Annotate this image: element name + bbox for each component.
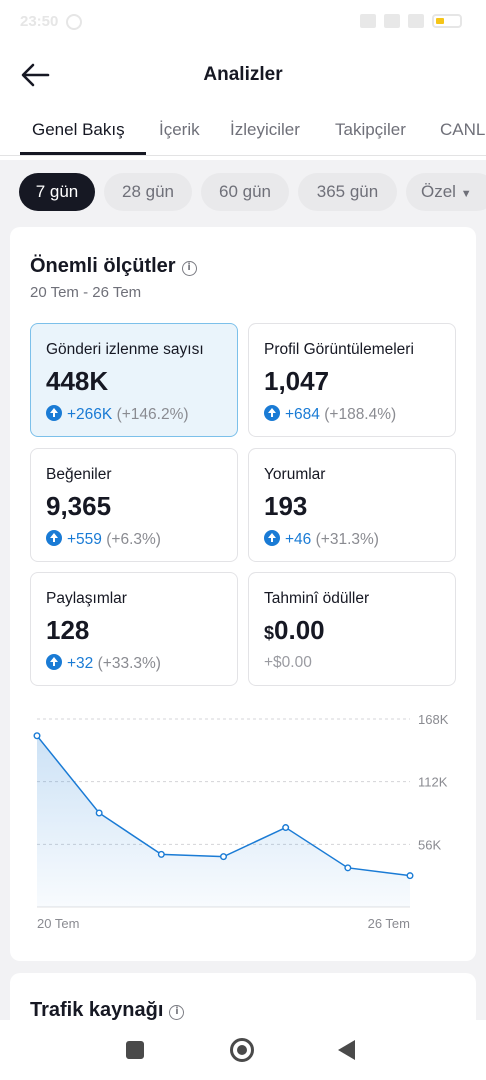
battery-icon — [432, 14, 462, 28]
metric-label: Tahminî ödüller — [264, 590, 370, 607]
active-tab-indicator — [20, 152, 146, 155]
period-chip-60[interactable]: 60 gün — [201, 173, 289, 211]
wifi-icon — [384, 14, 400, 28]
date-range: 20 Tem - 26 Tem — [30, 284, 142, 301]
metric-label: Paylaşımlar — [46, 590, 127, 607]
mute-icon — [360, 14, 376, 28]
traffic-source-title-text: Trafik kaynağı — [30, 999, 164, 1021]
metric-value: 193 — [264, 491, 308, 521]
delta-abs: +559 — [67, 531, 102, 548]
metric-label: Yorumlar — [264, 466, 326, 483]
delta-pct: (+33.3%) — [97, 655, 161, 672]
analytics-tabs: Genel Bakış İçerik İzleyiciler Takipçile… — [0, 112, 486, 156]
delta-abs: +46 — [285, 531, 312, 548]
tab-live[interactable]: CANLI — [440, 120, 486, 139]
metric-delta: +684 (+188.4%) — [264, 405, 396, 424]
metric-delta: +266K (+146.2%) — [46, 405, 189, 424]
key-metrics-title: Önemli ölçütler i — [30, 255, 197, 278]
delta-abs: +32 — [67, 655, 94, 672]
metric-value: 1,047 — [264, 366, 330, 396]
data-point — [344, 864, 352, 872]
period-chip-28[interactable]: 28 gün — [104, 173, 192, 211]
metric-comments[interactable]: Yorumlar 193 +46 (+31.3%) — [248, 448, 456, 562]
metric-delta: +32 (+33.3%) — [46, 654, 161, 673]
metric-label: Beğeniler — [46, 466, 112, 483]
app-header: Analizler — [0, 50, 486, 100]
metric-likes[interactable]: Beğeniler 9,365 +559 (+6.3%) — [30, 448, 238, 562]
metric-label: Profil Görüntülemeleri — [264, 341, 414, 358]
metric-value: 448K — [46, 366, 109, 396]
tab-content[interactable]: İçerik — [159, 120, 200, 139]
data-point — [33, 732, 41, 740]
metric-delta: +$0.00 — [264, 654, 312, 672]
metric-estimated-rewards[interactable]: Tahminî ödüller $0.00 +$0.00 — [248, 572, 456, 686]
info-icon[interactable]: i — [169, 1005, 185, 1020]
x-tick-label: 20 Tem — [37, 916, 79, 931]
period-chip-custom-label: Özel — [421, 182, 456, 201]
notification-icon — [66, 14, 82, 30]
info-icon[interactable]: i — [181, 261, 197, 276]
tab-viewers[interactable]: İzleyiciler — [230, 120, 300, 139]
metric-post-views[interactable]: Gönderi izlenme sayısı 448K +266K (+146.… — [30, 323, 238, 437]
traffic-source-title: Trafik kaynağı i — [30, 999, 185, 1022]
status-bar: 23:50 — [0, 0, 486, 44]
delta-abs: +$0.00 — [264, 654, 312, 671]
arrow-up-icon — [264, 530, 280, 546]
status-icons — [360, 14, 462, 28]
delta-pct: (+146.2%) — [116, 406, 189, 423]
arrow-up-icon — [264, 405, 280, 421]
delta-abs: +266K — [67, 406, 113, 423]
back-icon[interactable] — [338, 1040, 355, 1060]
y-tick-label: 112K — [418, 775, 448, 790]
metric-profile-views[interactable]: Profil Görüntülemeleri 1,047 +684 (+188.… — [248, 323, 456, 437]
series-area — [37, 735, 410, 907]
arrow-up-icon — [46, 654, 62, 670]
metric-value: $0.00 — [264, 615, 325, 646]
tab-overview[interactable]: Genel Bakış — [32, 120, 125, 139]
tab-followers[interactable]: Takipçiler — [335, 120, 406, 139]
key-metrics-title-text: Önemli ölçütler — [30, 255, 176, 277]
metric-value-number: 0.00 — [274, 615, 325, 645]
system-nav-bar — [0, 1020, 486, 1080]
metric-delta: +46 (+31.3%) — [264, 530, 379, 549]
data-point — [219, 853, 227, 861]
period-filter: 7 gün 28 gün 60 gün 365 gün Özel ▼ — [0, 173, 486, 213]
arrow-up-icon — [46, 405, 62, 421]
arrow-up-icon — [46, 530, 62, 546]
delta-abs: +684 — [285, 406, 320, 423]
period-chip-365[interactable]: 365 gün — [298, 173, 397, 211]
delta-pct: (+188.4%) — [324, 406, 397, 423]
y-tick-label: 56K — [418, 837, 441, 852]
delta-pct: (+6.3%) — [106, 531, 161, 548]
signal-icon — [408, 14, 424, 28]
caret-down-icon: ▼ — [460, 188, 472, 200]
metric-value: 128 — [46, 615, 90, 645]
metric-delta: +559 (+6.3%) — [46, 530, 161, 549]
metric-shares[interactable]: Paylaşımlar 128 +32 (+33.3%) — [30, 572, 238, 686]
views-chart: 56K 112K 168K 20 Tem 26 Tem — [33, 712, 449, 931]
x-tick-label: 26 Tem — [368, 916, 410, 931]
back-arrow-icon[interactable] — [18, 60, 52, 90]
recent-apps-icon[interactable] — [126, 1041, 144, 1059]
period-chip-custom[interactable]: Özel ▼ — [406, 173, 486, 211]
y-tick-label: 168K — [418, 712, 449, 727]
data-point — [157, 850, 165, 858]
data-point — [406, 872, 414, 880]
data-point — [95, 809, 103, 817]
data-point — [282, 824, 290, 832]
metric-label: Gönderi izlenme sayısı — [46, 341, 204, 358]
key-metrics-card: Önemli ölçütler i 20 Tem - 26 Tem Gönderi… — [10, 227, 476, 961]
status-time: 23:50 — [20, 13, 59, 30]
page-title: Analizler — [203, 64, 283, 85]
period-chip-7[interactable]: 7 gün — [19, 173, 95, 211]
metric-value: 9,365 — [46, 491, 112, 521]
top-area: 23:50 Analizler Genel Bakış İçerik İzley… — [0, 0, 486, 160]
delta-pct: (+31.3%) — [315, 531, 379, 548]
home-icon[interactable] — [230, 1038, 254, 1062]
currency-symbol: $ — [264, 623, 275, 643]
